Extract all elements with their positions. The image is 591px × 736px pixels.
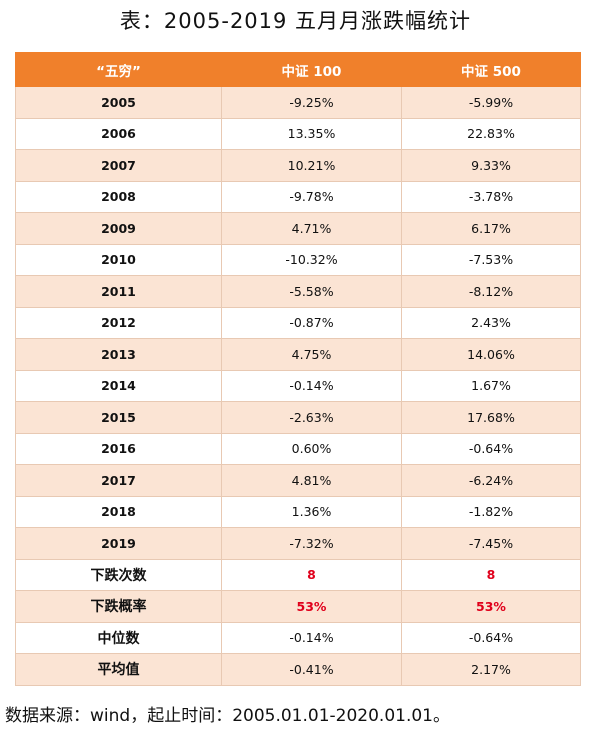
table-row: 2015 -2.63% 17.68% [15, 401, 581, 434]
csi100-summary-cell: 8 [221, 558, 402, 591]
header-period: “五穷” [15, 52, 222, 87]
csi100-cell: -9.25% [221, 86, 402, 119]
csi500-cell: -5.99% [401, 86, 581, 119]
table-header: “五穷” 中证 100 中证 500 [15, 52, 581, 87]
csi500-cell: 1.67% [401, 369, 581, 402]
summary-row: 下跌概率 53% 53% [15, 590, 581, 623]
csi100-cell: -7.32% [221, 527, 402, 560]
csi100-cell: -2.63% [221, 401, 402, 434]
year-cell: 2007 [15, 149, 222, 182]
summary-label-cell: 中位数 [15, 621, 222, 654]
csi500-cell: 2.43% [401, 306, 581, 339]
source-note: 数据来源：wind，起止时间：2005.01.01-2020.01.01。 [5, 706, 450, 726]
table-row: 2010 -10.32% -7.53% [15, 243, 581, 276]
csi100-cell: 1.36% [221, 495, 402, 528]
table-body: 2005 -9.25% -5.99% 2006 13.35% 22.83% 2007 10.2… [15, 86, 581, 686]
csi500-summary-cell: -0.64% [401, 621, 581, 654]
table-row: 2016 0.60% -0.64% [15, 432, 581, 465]
csi500-cell: -1.82% [401, 495, 581, 528]
summary-row: 下跌次数 8 8 [15, 558, 581, 591]
csi500-cell: 17.68% [401, 401, 581, 434]
csi500-cell: 22.83% [401, 117, 581, 150]
csi500-cell: 14.06% [401, 338, 581, 371]
year-cell: 2009 [15, 212, 222, 245]
csi500-cell: 6.17% [401, 212, 581, 245]
csi100-summary-cell: 53% [221, 590, 402, 623]
table-row: 2006 13.35% 22.83% [15, 117, 581, 150]
table-row: 2007 10.21% 9.33% [15, 149, 581, 182]
csi500-cell: 9.33% [401, 149, 581, 182]
year-cell: 2017 [15, 464, 222, 497]
csi500-summary-cell: 8 [401, 558, 581, 591]
table-row: 2008 -9.78% -3.78% [15, 180, 581, 213]
csi100-cell: 0.60% [221, 432, 402, 465]
summary-label-cell: 下跌概率 [15, 590, 222, 623]
year-cell: 2012 [15, 306, 222, 339]
csi500-cell: -0.64% [401, 432, 581, 465]
year-cell: 2011 [15, 275, 222, 308]
csi100-cell: 13.35% [221, 117, 402, 150]
header-row: “五穷” 中证 100 中证 500 [15, 52, 581, 87]
year-cell: 2008 [15, 180, 222, 213]
table-row: 2005 -9.25% -5.99% [15, 86, 581, 119]
csi100-cell: 10.21% [221, 149, 402, 182]
csi500-cell: -3.78% [401, 180, 581, 213]
csi100-cell: -0.87% [221, 306, 402, 339]
year-cell: 2013 [15, 338, 222, 371]
year-cell: 2016 [15, 432, 222, 465]
may-returns-table: “五穷” 中证 100 中证 500 2005 -9.25% -5.99% 2006 1… [15, 52, 581, 686]
csi500-cell: -7.53% [401, 243, 581, 276]
year-cell: 2014 [15, 369, 222, 402]
summary-label-cell: 下跌次数 [15, 558, 222, 591]
summary-label-cell: 平均值 [15, 653, 222, 686]
page-title: 表：2005-2019 五月月涨跌幅统计 [119, 9, 472, 33]
table-row: 2012 -0.87% 2.43% [15, 306, 581, 339]
table-row: 2017 4.81% -6.24% [15, 464, 581, 497]
year-cell: 2005 [15, 86, 222, 119]
csi100-cell: -9.78% [221, 180, 402, 213]
year-cell: 2018 [15, 495, 222, 528]
csi100-cell: -5.58% [221, 275, 402, 308]
table-row: 2018 1.36% -1.82% [15, 495, 581, 528]
csi500-summary-cell: 2.17% [401, 653, 581, 686]
summary-row: 平均值 -0.41% 2.17% [15, 653, 581, 686]
csi100-cell: -0.14% [221, 369, 402, 402]
table-row: 2019 -7.32% -7.45% [15, 527, 581, 560]
header-csi100: 中证 100 [221, 52, 402, 87]
csi100-summary-cell: -0.41% [221, 653, 402, 686]
csi500-cell: -6.24% [401, 464, 581, 497]
year-cell: 2010 [15, 243, 222, 276]
header-csi500: 中证 500 [401, 52, 581, 87]
table-row: 2011 -5.58% -8.12% [15, 275, 581, 308]
year-cell: 2019 [15, 527, 222, 560]
csi100-cell: 4.81% [221, 464, 402, 497]
summary-row: 中位数 -0.14% -0.64% [15, 621, 581, 654]
table-row: 2009 4.71% 6.17% [15, 212, 581, 245]
csi100-summary-cell: -0.14% [221, 621, 402, 654]
csi100-cell: -10.32% [221, 243, 402, 276]
csi100-cell: 4.75% [221, 338, 402, 371]
csi500-cell: -8.12% [401, 275, 581, 308]
csi500-summary-cell: 53% [401, 590, 581, 623]
csi100-cell: 4.71% [221, 212, 402, 245]
year-cell: 2015 [15, 401, 222, 434]
table-row: 2013 4.75% 14.06% [15, 338, 581, 371]
year-cell: 2006 [15, 117, 222, 150]
csi500-cell: -7.45% [401, 527, 581, 560]
table-row: 2014 -0.14% 1.67% [15, 369, 581, 402]
